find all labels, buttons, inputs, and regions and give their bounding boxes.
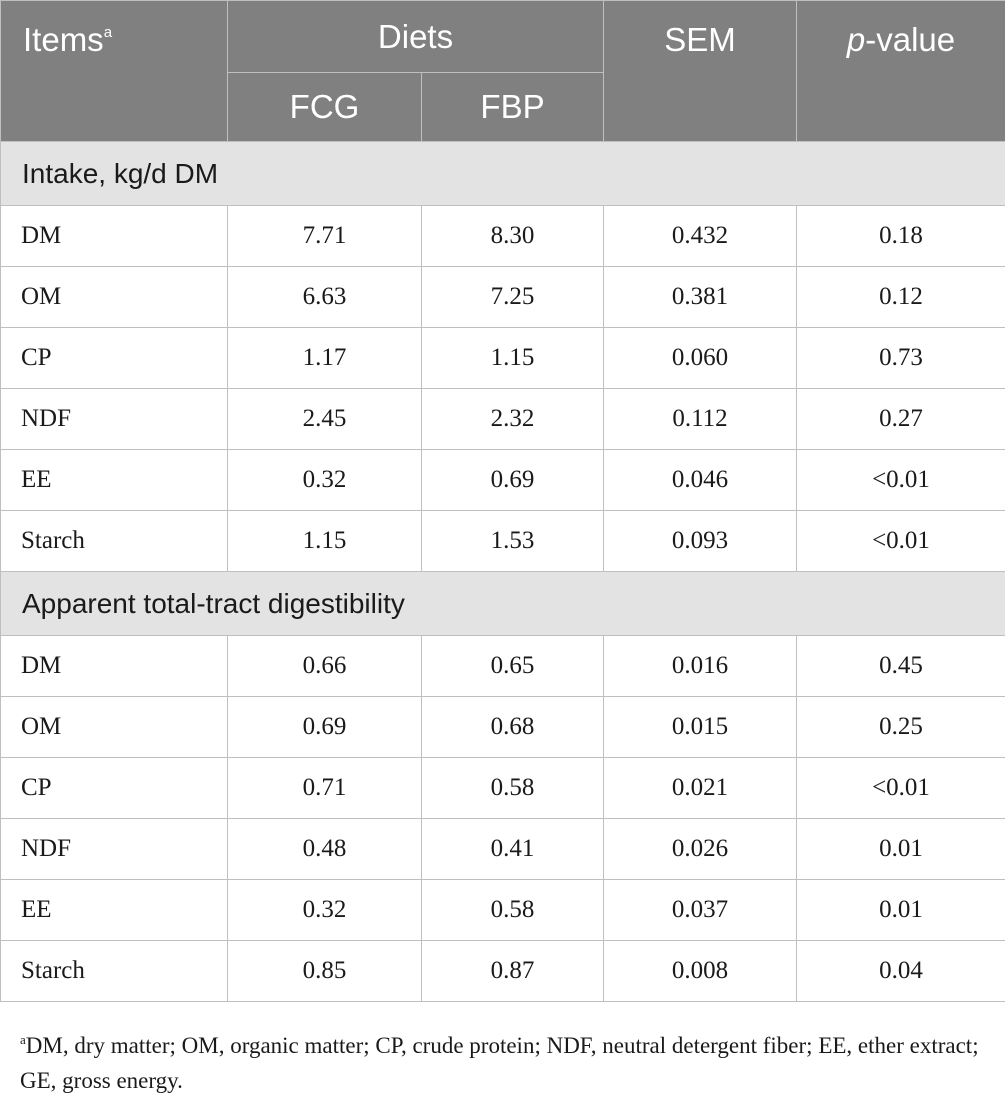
header-sem: SEM <box>603 0 797 142</box>
cell-p-value: 0.12 <box>796 266 1005 328</box>
table-footnote: aDM, dry matter; OM, organic matter; CP,… <box>20 1022 995 1098</box>
cell-fbp: 8.30 <box>421 205 604 267</box>
cell-item: DM <box>0 205 228 267</box>
table-body: Intake, kg/d DM DM 7.71 8.30 0.432 0.18 OM 6.63… <box>0 141 1005 1002</box>
cell-sem: 0.112 <box>603 388 797 450</box>
cell-item: Starch <box>0 940 228 1002</box>
cell-item: CP <box>0 757 228 819</box>
header-diets: Diets <box>227 0 604 73</box>
cell-sem: 0.026 <box>603 818 797 880</box>
section-row: Intake, kg/d DM <box>0 141 1005 206</box>
cell-p-value: <0.01 <box>796 510 1005 572</box>
section-row: Apparent total-tract digestibility <box>0 571 1005 636</box>
cell-fbp: 0.65 <box>421 635 604 697</box>
cell-fcg: 0.48 <box>227 818 422 880</box>
cell-fcg: 1.15 <box>227 510 422 572</box>
cell-item: Starch <box>0 510 228 572</box>
cell-fcg: 0.32 <box>227 879 422 941</box>
footnote-text: DM, dry matter; OM, organic matter; CP, … <box>20 1033 979 1093</box>
table-header: Itemsa Diets SEM p-value FCG FBP <box>0 0 1005 142</box>
cell-p-value: 0.04 <box>796 940 1005 1002</box>
cell-fbp: 0.58 <box>421 879 604 941</box>
cell-sem: 0.015 <box>603 696 797 758</box>
cell-sem: 0.037 <box>603 879 797 941</box>
cell-fbp: 1.53 <box>421 510 604 572</box>
table-row: DM 0.66 0.65 0.016 0.45 <box>0 635 1005 697</box>
table-row: OM 6.63 7.25 0.381 0.12 <box>0 266 1005 328</box>
header-diet-fcg: FCG <box>227 72 422 142</box>
table-row: CP 0.71 0.58 0.021 <0.01 <box>0 757 1005 819</box>
cell-fcg: 7.71 <box>227 205 422 267</box>
cell-sem: 0.046 <box>603 449 797 511</box>
table-row: EE 0.32 0.69 0.046 <0.01 <box>0 449 1005 511</box>
cell-fbp: 0.68 <box>421 696 604 758</box>
cell-fcg: 0.69 <box>227 696 422 758</box>
cell-fcg: 0.32 <box>227 449 422 511</box>
cell-p-value: 0.25 <box>796 696 1005 758</box>
header-p-value: p-value <box>796 0 1005 142</box>
cell-p-value: 0.45 <box>796 635 1005 697</box>
cell-fcg: 0.66 <box>227 635 422 697</box>
header-diet-fbp: FBP <box>421 72 604 142</box>
cell-sem: 0.021 <box>603 757 797 819</box>
cell-sem: 0.008 <box>603 940 797 1002</box>
table-row: Starch 1.15 1.53 0.093 <0.01 <box>0 510 1005 572</box>
cell-fcg: 0.85 <box>227 940 422 1002</box>
cell-p-value: 0.18 <box>796 205 1005 267</box>
cell-p-value: 0.27 <box>796 388 1005 450</box>
cell-item: OM <box>0 696 228 758</box>
cell-fcg: 2.45 <box>227 388 422 450</box>
footnote-marker: a <box>20 1032 26 1047</box>
table-row: OM 0.69 0.68 0.015 0.25 <box>0 696 1005 758</box>
cell-sem: 0.016 <box>603 635 797 697</box>
cell-fbp: 0.69 <box>421 449 604 511</box>
cell-sem: 0.432 <box>603 205 797 267</box>
cell-p-value: 0.01 <box>796 818 1005 880</box>
cell-sem: 0.381 <box>603 266 797 328</box>
cell-item: OM <box>0 266 228 328</box>
cell-item: EE <box>0 879 228 941</box>
cell-item: DM <box>0 635 228 697</box>
table-row: Starch 0.85 0.87 0.008 0.04 <box>0 940 1005 1002</box>
cell-item: CP <box>0 327 228 389</box>
cell-fbp: 0.87 <box>421 940 604 1002</box>
cell-fbp: 2.32 <box>421 388 604 450</box>
cell-fbp: 0.41 <box>421 818 604 880</box>
cell-fbp: 7.25 <box>421 266 604 328</box>
cell-fbp: 0.58 <box>421 757 604 819</box>
section-title: Apparent total-tract digestibility <box>0 571 1005 636</box>
table-row: DM 7.71 8.30 0.432 0.18 <box>0 205 1005 267</box>
cell-fcg: 1.17 <box>227 327 422 389</box>
table-row: EE 0.32 0.58 0.037 0.01 <box>0 879 1005 941</box>
cell-item: NDF <box>0 388 228 450</box>
table-row: NDF 2.45 2.32 0.112 0.27 <box>0 388 1005 450</box>
header-items: Itemsa <box>0 0 228 142</box>
table-row: NDF 0.48 0.41 0.026 0.01 <box>0 818 1005 880</box>
cell-fcg: 0.71 <box>227 757 422 819</box>
digestibility-table: Itemsa Diets SEM p-value FCG FBP Intake,… <box>0 0 1005 1002</box>
cell-item: EE <box>0 449 228 511</box>
cell-sem: 0.060 <box>603 327 797 389</box>
cell-sem: 0.093 <box>603 510 797 572</box>
table-row: CP 1.17 1.15 0.060 0.73 <box>0 327 1005 389</box>
cell-p-value: 0.73 <box>796 327 1005 389</box>
cell-p-value: <0.01 <box>796 449 1005 511</box>
cell-p-value: 0.01 <box>796 879 1005 941</box>
cell-fbp: 1.15 <box>421 327 604 389</box>
cell-item: NDF <box>0 818 228 880</box>
cell-p-value: <0.01 <box>796 757 1005 819</box>
cell-fcg: 6.63 <box>227 266 422 328</box>
section-title: Intake, kg/d DM <box>0 141 1005 206</box>
